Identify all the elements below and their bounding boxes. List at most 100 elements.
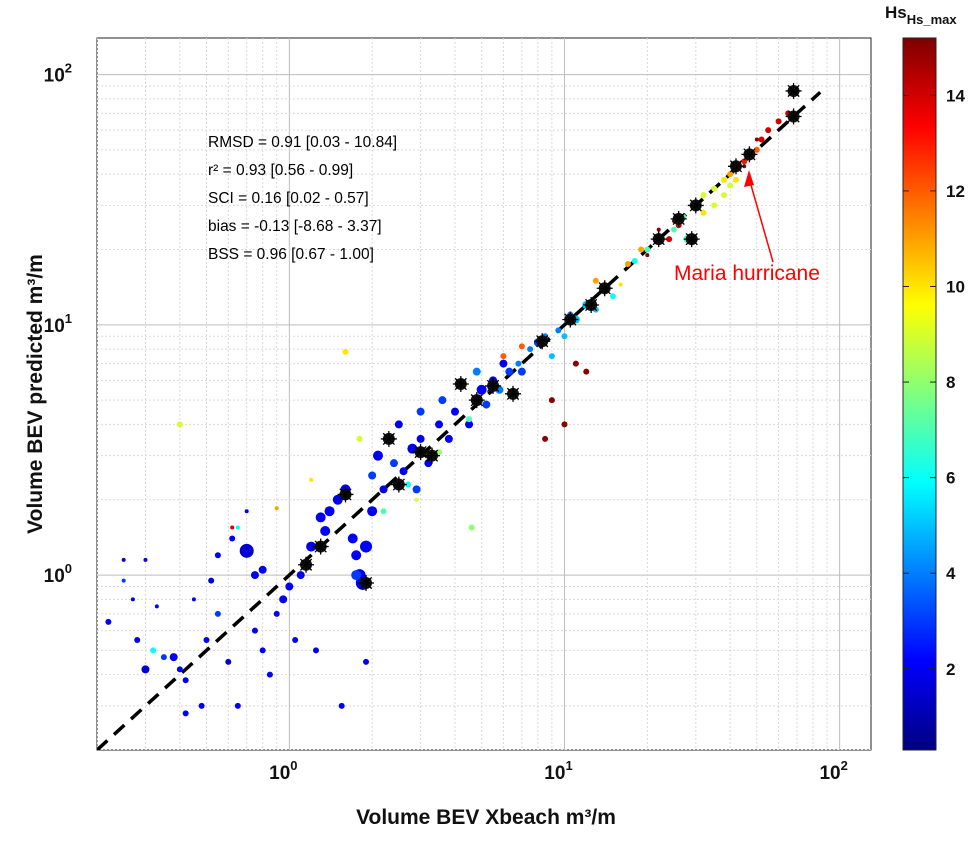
scatter-point [548, 353, 555, 360]
colorbar: 2 4 6 8 10 12 14 HsHs_max [885, 3, 965, 751]
asterisk-marker [562, 311, 579, 328]
asterisk-marker [583, 297, 600, 314]
scatter-point [203, 637, 210, 644]
scatter-point [416, 434, 425, 443]
scatter-point [150, 647, 157, 654]
scatter-point [548, 397, 555, 404]
grid [97, 38, 871, 750]
scatter-point [775, 118, 782, 125]
scatter-point [342, 348, 349, 355]
scatter-point [306, 541, 317, 552]
scatter-point [315, 512, 326, 523]
scatter-point [721, 192, 728, 199]
asterisk-marker [741, 146, 758, 163]
scatter-point [645, 253, 650, 258]
scatter-point [258, 565, 267, 574]
scatter-point [412, 485, 421, 494]
scatter-point [368, 471, 377, 480]
scatter-point [356, 435, 363, 442]
y-tick-label: 102 [44, 61, 72, 87]
scatter-point [618, 282, 623, 287]
stat-r2: r² = 0.93 [0.56 - 0.99] [208, 162, 353, 179]
scatter-point [466, 416, 473, 423]
scatter-point [399, 467, 408, 476]
scatter-point [229, 535, 236, 542]
scatter-point [273, 610, 280, 617]
scatter-point [360, 540, 373, 553]
scatter-point [121, 557, 126, 562]
scatter-point [732, 176, 739, 183]
asterisk-marker [337, 486, 354, 503]
scatter-point [214, 610, 221, 617]
scatter-point [143, 557, 148, 562]
x-tick-labels: 100 101 102 [269, 758, 848, 784]
scatter-point [435, 420, 444, 429]
scatter-point [134, 637, 141, 644]
scatter-point [765, 127, 772, 134]
scatter-point [176, 421, 183, 428]
colorbar-gradient [902, 37, 937, 751]
scatter-point [721, 176, 728, 183]
asterisk-marker [358, 574, 375, 591]
scatter-point [176, 666, 183, 673]
asterisk-marker [785, 108, 802, 125]
scatter-point [555, 327, 562, 334]
scatter-point [444, 434, 453, 443]
scatter-point [309, 477, 314, 482]
scatter-point [351, 570, 362, 581]
scatter-point [169, 653, 178, 662]
scatter-point [517, 367, 526, 376]
asterisk-marker [683, 231, 700, 248]
scatter-point [711, 202, 718, 209]
scatter-point [191, 597, 196, 602]
scatter-point [711, 185, 718, 192]
asterisk-marker [687, 197, 704, 214]
annotation-arrow [748, 177, 774, 263]
scatter-point [727, 182, 734, 189]
scatter-point [154, 604, 159, 609]
scatter-point [198, 702, 205, 709]
scatter-point [389, 459, 398, 468]
scatter-point [324, 506, 335, 517]
scatter-point [638, 246, 645, 253]
scatter-point [296, 571, 305, 580]
scatter-point [482, 400, 491, 409]
scatter-point [414, 497, 419, 502]
stat-sci: SCI = 0.16 [0.02 - 0.57] [208, 190, 369, 207]
scatter-point [727, 171, 734, 178]
scatter-point [225, 658, 232, 665]
scatter-point [351, 550, 362, 561]
scatter-point [182, 710, 189, 717]
scatter-point [542, 435, 549, 442]
colorbar-tick-label: 6 [946, 469, 955, 488]
stat-bias: bias = -0.13 [-8.68 - 3.37] [208, 218, 382, 235]
asterisk-marker [785, 82, 802, 99]
asterisk-marker [298, 556, 315, 573]
asterisk-marker [670, 210, 687, 227]
annotation-arrowhead [744, 170, 754, 187]
asterisk-marker [650, 231, 667, 248]
scatter-point [666, 236, 673, 243]
colorbar-ticks: 2 4 6 8 10 12 14 [903, 86, 965, 679]
colorbar-label: HsHs_max [885, 3, 957, 27]
scatter-point [624, 261, 631, 268]
scatter-point [312, 647, 319, 654]
scatter-point [505, 367, 514, 376]
scatter-point [631, 257, 638, 264]
scatter-point [160, 654, 167, 661]
x-tick-label: 102 [819, 758, 847, 784]
scatter-point [379, 485, 388, 494]
scatter-point [572, 360, 579, 367]
scatter-point [121, 578, 126, 583]
asterisk-markers [298, 82, 802, 591]
scatter-point [214, 552, 221, 559]
scatter-point [476, 384, 487, 395]
asterisk-marker [534, 333, 551, 350]
colorbar-tick-label: 4 [946, 564, 956, 583]
scatter-point [753, 146, 760, 153]
y-tick-labels: 100 101 102 [44, 61, 72, 588]
scatter-point [394, 420, 403, 429]
scatter-point [208, 577, 215, 584]
scatter-point [465, 420, 474, 429]
